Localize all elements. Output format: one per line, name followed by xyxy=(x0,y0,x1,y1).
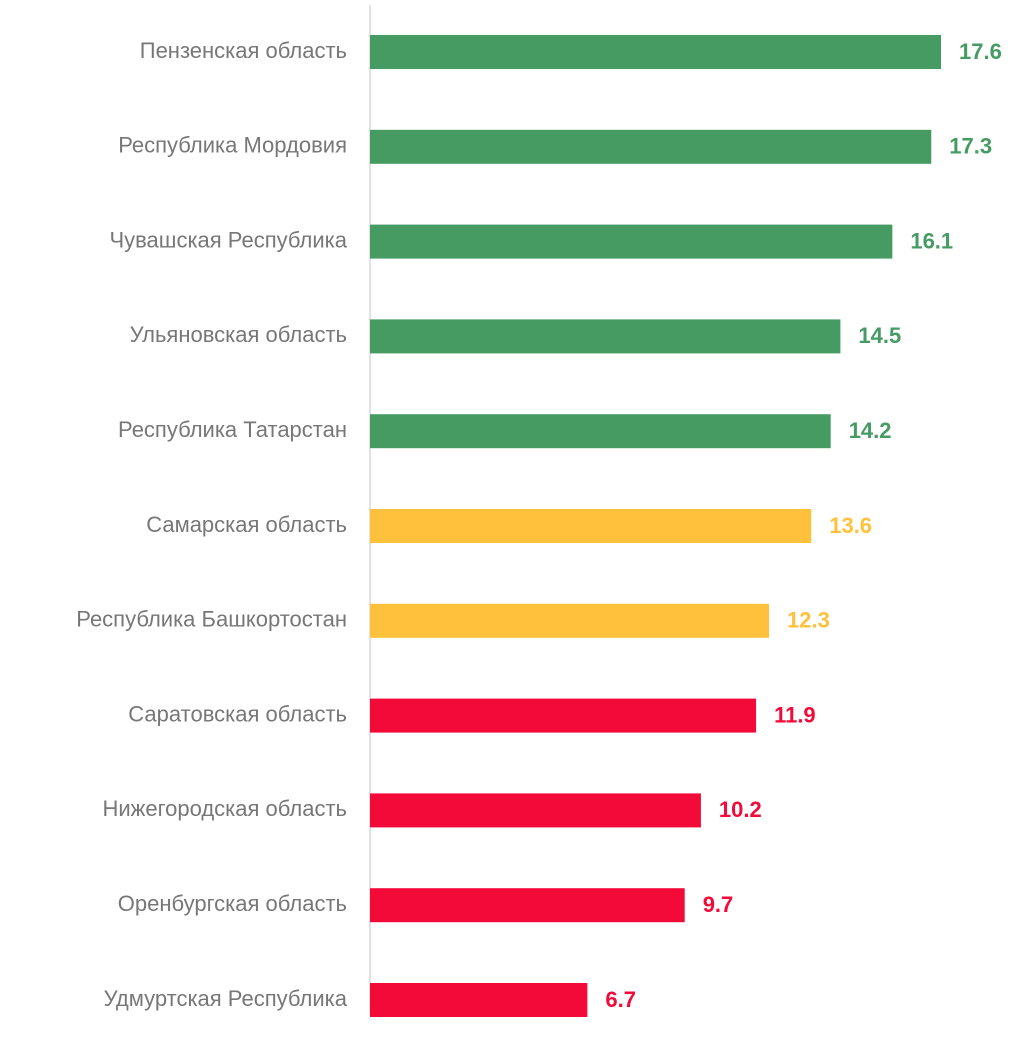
value-label: 12.3 xyxy=(787,608,830,633)
bar xyxy=(370,509,812,543)
category-label: Чувашская Республика xyxy=(109,227,347,252)
category-label: Пензенская область xyxy=(140,38,347,63)
category-label: Республика Татарстан xyxy=(118,417,347,442)
bar xyxy=(370,129,932,164)
value-label: 17.3 xyxy=(949,134,992,159)
bar xyxy=(370,698,757,733)
bar xyxy=(370,414,831,449)
value-label: 14.2 xyxy=(849,418,892,443)
value-label: 14.5 xyxy=(858,323,901,348)
bar xyxy=(370,888,685,923)
category-label: Республика Башкортостан xyxy=(76,607,347,632)
category-label: Оренбургская область xyxy=(118,891,347,916)
bar xyxy=(370,224,893,259)
category-label: Ульяновская область xyxy=(130,322,347,347)
value-label: 11.9 xyxy=(774,702,816,727)
value-label: 13.6 xyxy=(829,513,872,538)
bar xyxy=(370,35,941,69)
category-label: Нижегородская область xyxy=(102,796,347,821)
category-label: Удмуртская Республика xyxy=(104,986,348,1011)
bar xyxy=(370,603,770,638)
value-label: 10.2 xyxy=(719,797,762,822)
category-label: Республика Мордовия xyxy=(118,133,347,158)
value-label: 6.7 xyxy=(605,987,636,1012)
value-label: 16.1 xyxy=(910,228,953,253)
category-label: Самарская область xyxy=(146,512,347,537)
bar xyxy=(370,983,588,1017)
bar xyxy=(370,319,841,354)
category-label: Саратовская область xyxy=(128,701,347,726)
bar xyxy=(370,793,701,828)
value-label: 17.6 xyxy=(959,39,1002,64)
value-label: 9.7 xyxy=(703,892,734,917)
